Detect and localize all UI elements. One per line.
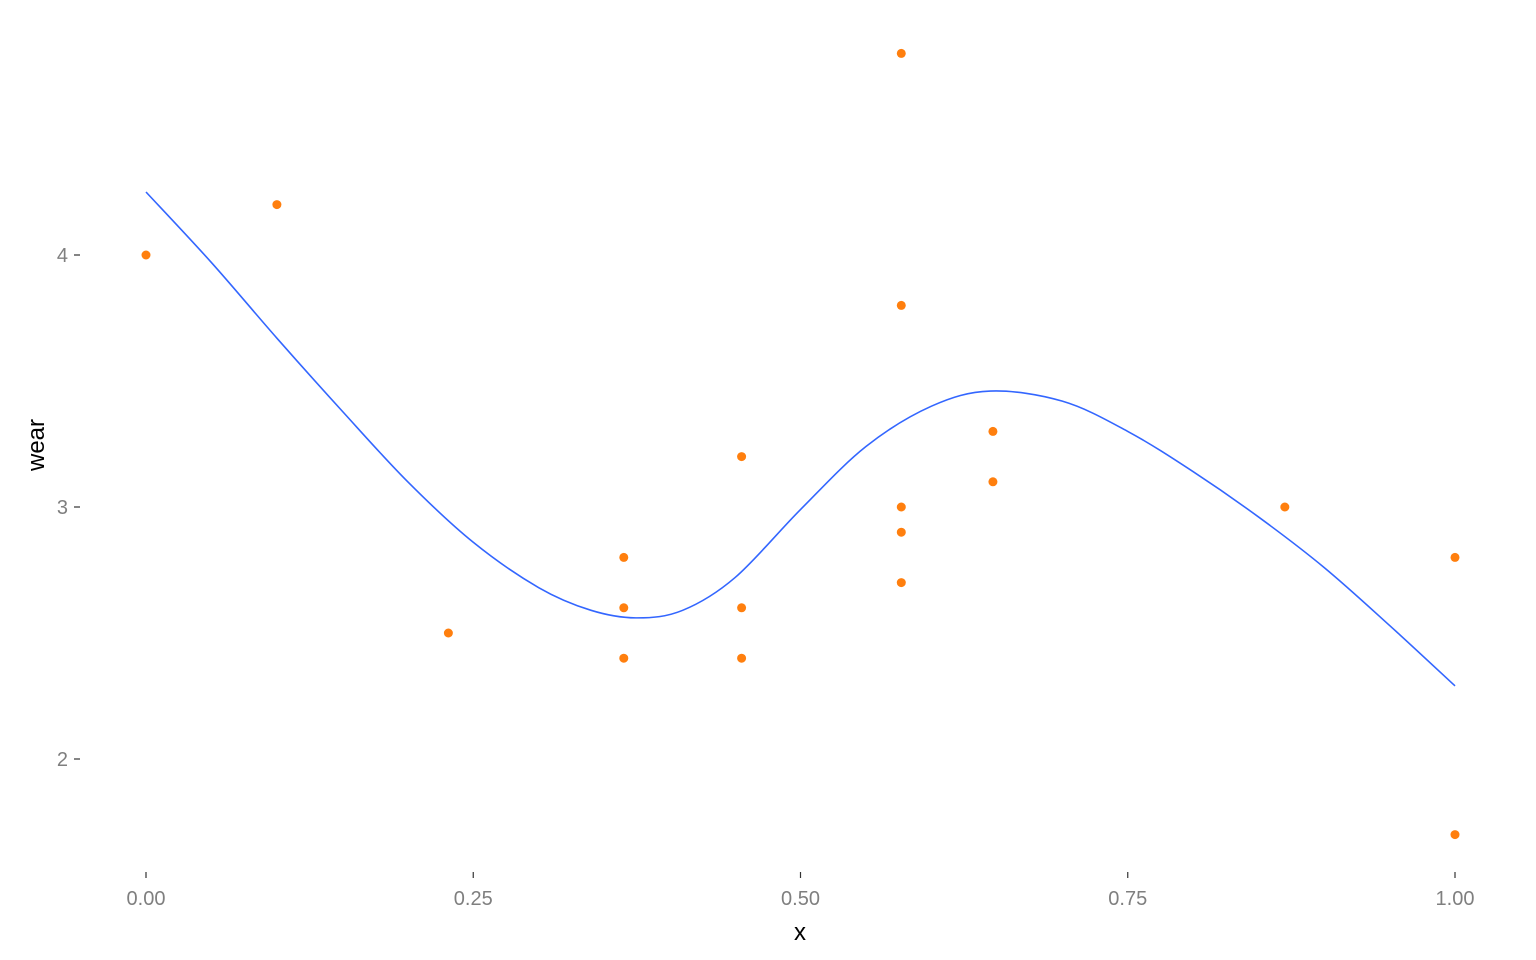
data-point	[896, 502, 906, 512]
x-tick-label: 1.00	[1436, 888, 1475, 910]
data-point	[141, 250, 151, 260]
data-point	[988, 477, 998, 487]
data-point	[988, 426, 998, 436]
smooth-trend-line	[145, 191, 1456, 687]
x-tick-label: 0.75	[1108, 888, 1147, 910]
y-tick-label: 4	[57, 245, 68, 267]
x-tick-label: 0.50	[781, 888, 820, 910]
x-tick-label: 0.25	[454, 888, 493, 910]
data-point	[1450, 552, 1460, 562]
data-point	[737, 653, 747, 663]
y-axis-title: wear	[23, 419, 50, 472]
data-point	[896, 527, 906, 537]
y-tick-label: 2	[57, 749, 68, 771]
points-layer	[141, 48, 1460, 840]
x-axis-title: x	[794, 919, 806, 946]
data-point	[737, 452, 747, 462]
x-tick-label: 0.00	[127, 888, 166, 910]
axes: 0.00 0.25 0.50 0.75 1.00 2 3 4	[57, 245, 1475, 910]
data-point	[896, 48, 906, 58]
data-point	[619, 653, 629, 663]
smooth-line-layer	[145, 191, 1456, 687]
data-point	[443, 628, 453, 638]
data-point	[896, 300, 906, 310]
data-point	[272, 200, 282, 210]
data-point	[896, 578, 906, 588]
data-point	[619, 552, 629, 562]
data-point	[619, 603, 629, 613]
y-tick-label: 3	[57, 497, 68, 519]
data-point	[1280, 502, 1290, 512]
data-point	[1450, 830, 1460, 840]
data-point	[737, 603, 747, 613]
